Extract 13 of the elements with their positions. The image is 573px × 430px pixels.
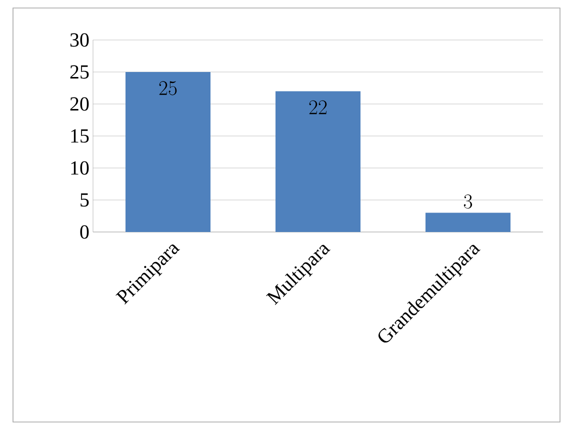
y-tick-label: 5 — [80, 193, 89, 207]
y-tick-label: 10 — [71, 161, 89, 175]
y-tick-label: 0 — [80, 225, 89, 239]
y-tick-label: 15 — [71, 129, 89, 143]
data-label: 22 — [309, 100, 327, 114]
bar — [276, 91, 360, 232]
y-tick-label: 20 — [70, 97, 89, 111]
bar — [426, 212, 510, 232]
bar — [126, 72, 211, 232]
data-label: 3 — [464, 194, 472, 209]
data-label: 25 — [159, 81, 177, 96]
y-tick-label: 30 — [70, 33, 89, 47]
y-tick-label: 25 — [70, 65, 89, 79]
